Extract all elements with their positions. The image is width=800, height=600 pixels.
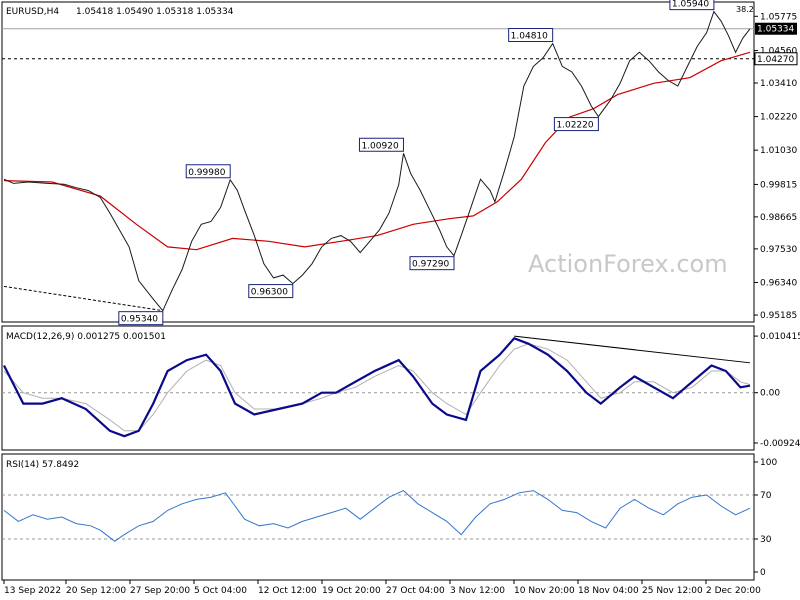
- price-label-box: [185, 164, 231, 179]
- price-label: 0.97290: [412, 260, 449, 270]
- price-label: 1.00920: [361, 141, 398, 151]
- x-tick-label: 2 Dec 20:00: [706, 586, 761, 596]
- price-label: 0.99980: [188, 168, 225, 178]
- price-trendline: [3, 285, 163, 312]
- x-tick-label: 27 Sep 20:00: [130, 586, 190, 596]
- x-tick-label: 13 Sep 2022: [4, 586, 61, 596]
- x-tick-label: 27 Oct 04:00: [386, 586, 445, 596]
- price-label: 0.95340: [121, 315, 158, 325]
- rsi-y-tick-label: 0: [760, 568, 766, 578]
- horizontal-line-label: 1.04270: [757, 55, 794, 65]
- rsi-panel: [1, 453, 755, 581]
- x-tick-label: 3 Nov 12:00: [450, 586, 505, 596]
- horizontal-line-label-box: [754, 52, 798, 66]
- x-tick-label: 19 Oct 20:00: [322, 586, 381, 596]
- macd-line: [3, 337, 751, 438]
- x-tick-label: 5 Oct 04:00: [194, 586, 247, 596]
- macd-y-tick-label: 0.010415: [760, 332, 800, 342]
- price-y-tick-label: 0.96340: [760, 278, 797, 288]
- price-y-tick-label: 1.03410: [760, 79, 797, 89]
- macd-panel: [1, 325, 755, 451]
- price-y-tick-label: 0.95185: [760, 311, 797, 321]
- price-label-box: [508, 28, 554, 43]
- rsi-title: RSI(14) 57.8492: [6, 460, 79, 470]
- x-tick-label: 20 Sep 12:00: [66, 586, 126, 596]
- chart-symbol: EURUSD,H4: [6, 7, 59, 17]
- current-price-box: [755, 22, 797, 35]
- macd-title: MACD(12,26,9) 0.001275 0.001501: [6, 332, 166, 342]
- price-panel: [1, 1, 755, 323]
- price-label-box: [118, 311, 164, 326]
- price-y-tick-label: 1.04560: [760, 47, 797, 57]
- x-tick-label: 18 Nov 04:00: [578, 586, 639, 596]
- corner-value: 38.2: [736, 5, 754, 14]
- macd-y-tick-label: -0.009244: [760, 439, 800, 449]
- rsi-y-tick-label: 30: [760, 535, 772, 545]
- price-label: 1.05940: [672, 0, 709, 10]
- price-y-tick-label: 0.99815: [760, 180, 797, 190]
- price-y-tick-label: 0.97530: [760, 245, 797, 255]
- chart-ohlc: 1.05418 1.05490 1.05318 1.05334: [76, 7, 234, 17]
- price-label: 0.96300: [251, 288, 288, 298]
- x-tick-label: 25 Nov 12:00: [642, 586, 703, 596]
- price-label-box: [669, 0, 715, 11]
- price-y-tick-label: 1.05775: [760, 12, 797, 22]
- rsi-line: [3, 490, 751, 542]
- current-price-label: 1.05334: [757, 25, 794, 35]
- macd-trendline: [514, 335, 751, 364]
- rsi-y-tick-label: 100: [760, 458, 777, 468]
- price-label-box: [358, 137, 404, 152]
- x-tick-label: 10 Nov 20:00: [514, 586, 575, 596]
- macd-y-tick-label: 0.00: [760, 389, 780, 399]
- watermark: ActionForex.com: [528, 250, 728, 278]
- x-tick-label: 12 Oct 12:00: [258, 586, 317, 596]
- price-label-box: [248, 284, 294, 299]
- price-label-box: [409, 256, 455, 271]
- price-y-tick-label: 0.98665: [760, 213, 797, 223]
- price-label: 1.04810: [511, 32, 548, 42]
- price-line: [3, 10, 751, 312]
- rsi-y-tick-label: 70: [760, 491, 772, 501]
- moving-average-line: [3, 51, 751, 251]
- price-y-tick-label: 1.02220: [760, 113, 797, 123]
- price-label-box: [553, 117, 599, 132]
- price-label: 1.02220: [556, 121, 593, 131]
- price-y-tick-label: 1.01030: [760, 146, 797, 156]
